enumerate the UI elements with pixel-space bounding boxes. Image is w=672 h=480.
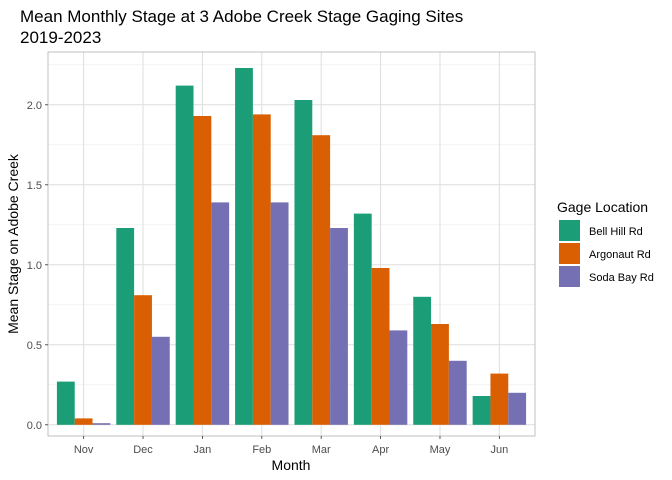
y-axis-title: Mean Stage on Adobe Creek xyxy=(5,153,21,334)
legend-label-argonaut-rd: Argonaut Rd xyxy=(589,249,651,261)
x-tick-label: Jan xyxy=(194,444,212,456)
legend-key-bell-hill-rd xyxy=(559,220,580,241)
legend-key-soda-bay-rd xyxy=(559,266,580,287)
bar-soda-bay-rd-nov xyxy=(92,423,111,425)
x-tick-label: May xyxy=(430,444,451,456)
legend-key-argonaut-rd xyxy=(559,243,580,264)
bar-soda-bay-rd-mar xyxy=(330,228,348,425)
bar-argonaut-rd-apr xyxy=(371,268,390,425)
bar-argonaut-rd-nov xyxy=(74,418,93,425)
x-axis-ticks: Nov Dec Jan Feb Mar Apr May Jun xyxy=(74,436,508,456)
x-tick-label: Feb xyxy=(252,444,271,456)
x-tick-label: Jun xyxy=(490,444,508,456)
bar-soda-bay-rd-apr xyxy=(389,330,408,425)
bar-argonaut-rd-feb xyxy=(252,114,271,425)
x-tick-label: Mar xyxy=(312,444,331,456)
bar-soda-bay-rd-jan xyxy=(211,202,230,425)
y-tick-label: 0.5 xyxy=(27,340,42,352)
x-tick-label: Nov xyxy=(74,444,94,456)
bar-soda-bay-rd-may xyxy=(448,360,467,425)
y-axis-ticks: 0.0 0.5 1.0 1.5 2.0 xyxy=(27,100,48,432)
bar-bell-hill-rd-feb xyxy=(235,68,253,425)
bar-soda-bay-rd-jun xyxy=(508,392,527,425)
chart-subtitle: 2019-2023 xyxy=(20,28,101,47)
bar-bell-hill-rd-mar xyxy=(294,100,313,425)
bar-bell-hill-rd-jan xyxy=(175,85,194,425)
bar-argonaut-rd-mar xyxy=(312,135,331,425)
legend-title: Gage Location xyxy=(557,199,648,215)
bar-soda-bay-rd-dec xyxy=(151,336,170,425)
bar-bell-hill-rd-apr xyxy=(353,213,372,425)
bar-bell-hill-rd-nov xyxy=(56,381,75,425)
bar-bell-hill-rd-may xyxy=(413,296,432,425)
legend: Gage Location Bell Hill Rd Argonaut Rd Sod… xyxy=(557,199,654,287)
chart-title: Mean Monthly Stage at 3 Adobe Creek Stag… xyxy=(20,7,463,26)
bar-soda-bay-rd-feb xyxy=(270,202,289,425)
x-axis-title: Month xyxy=(272,457,311,473)
bar-bell-hill-rd-dec xyxy=(116,228,135,425)
bar-argonaut-rd-jun xyxy=(490,373,509,425)
y-tick-label: 0.0 xyxy=(27,420,42,432)
bar-argonaut-rd-jan xyxy=(193,116,212,425)
bar-bell-hill-rd-jun xyxy=(472,396,491,425)
x-tick-label: Apr xyxy=(372,444,389,456)
x-tick-label: Dec xyxy=(133,444,153,456)
plot-border xyxy=(47,51,536,437)
y-tick-label: 1.0 xyxy=(27,260,42,272)
bar-argonaut-rd-may xyxy=(431,324,449,425)
legend-label-bell-hill-rd: Bell Hill Rd xyxy=(589,226,643,238)
bar-argonaut-rd-dec xyxy=(134,295,152,425)
legend-label-soda-bay-rd: Soda Bay Rd xyxy=(589,272,654,284)
y-tick-label: 2.0 xyxy=(27,100,42,112)
y-tick-label: 1.5 xyxy=(27,180,42,192)
bars xyxy=(56,68,527,425)
